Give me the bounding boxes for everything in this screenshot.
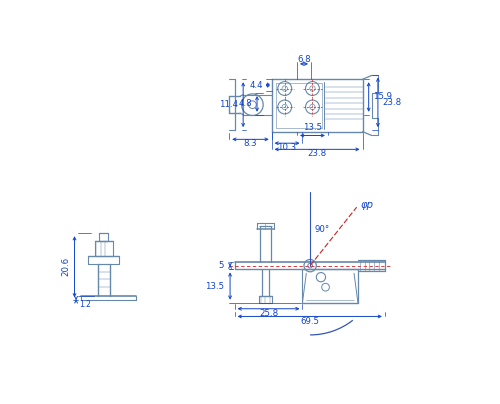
- Text: 23.8: 23.8: [308, 149, 326, 158]
- Text: 10.3: 10.3: [278, 143, 296, 152]
- Text: 5: 5: [218, 261, 224, 270]
- Text: φp: φp: [360, 200, 374, 210]
- Text: 90°: 90°: [315, 225, 330, 234]
- Text: 6.8: 6.8: [297, 55, 311, 64]
- Text: 4.4: 4.4: [250, 81, 263, 90]
- Text: 15.9: 15.9: [374, 93, 392, 101]
- Text: 4.8: 4.8: [239, 99, 252, 108]
- Text: 20.6: 20.6: [61, 257, 70, 276]
- Text: 11.4: 11.4: [220, 100, 238, 109]
- Text: 69.5: 69.5: [300, 317, 320, 326]
- Text: 25.8: 25.8: [259, 309, 278, 318]
- Text: 13.5: 13.5: [303, 123, 322, 133]
- Text: 13.5: 13.5: [205, 282, 224, 290]
- Text: 23.8: 23.8: [382, 98, 402, 107]
- Text: 8.3: 8.3: [244, 139, 257, 148]
- Text: 1.2: 1.2: [79, 300, 91, 309]
